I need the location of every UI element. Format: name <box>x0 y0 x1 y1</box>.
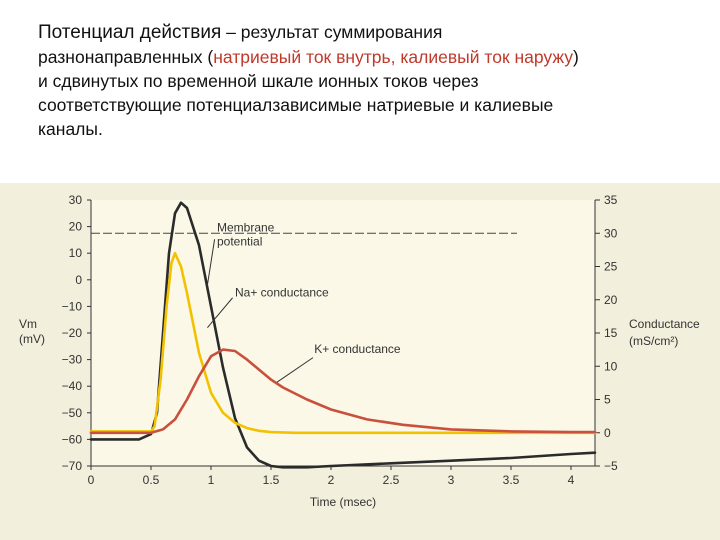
y-left-tick-label: 20 <box>69 220 83 234</box>
slide-k-current: калиевый ток наружу <box>400 47 573 67</box>
y-right-tick-label: 25 <box>604 260 618 274</box>
na-leader <box>207 297 233 329</box>
x-tick-label: 0.5 <box>143 473 160 487</box>
slide-line2-a: разнонаправленных ( <box>38 47 214 67</box>
action-potential-chart: 0 0.5 1 1.5 2 2.5 3 3.5 43020100−10−20−30−40−50−… <box>19 193 700 509</box>
y-left-tick-label: −10 <box>62 299 83 313</box>
y-right-axis-unit: (mS/cm²) <box>629 334 678 348</box>
y-right-tick-label: 30 <box>604 226 618 240</box>
x-tick-label: 2 <box>328 473 335 487</box>
annotation-membrane-2: potential <box>217 234 262 248</box>
slide-title-rest: – результат суммирования <box>221 22 443 42</box>
x-tick-label: 2.5 <box>383 473 400 487</box>
y-left-tick-label: −70 <box>62 459 83 473</box>
x-tick-label: 3.5 <box>503 473 520 487</box>
y-left-tick-label: −40 <box>62 379 83 393</box>
series-line-0 <box>89 201 597 469</box>
x-axis-label: Time (msec) <box>310 495 376 509</box>
y-left-tick-label: −30 <box>62 353 83 367</box>
y-left-tick-label: 30 <box>69 193 83 207</box>
y-right-tick-label: 20 <box>604 293 618 307</box>
y-left-tick-label: −60 <box>62 432 83 446</box>
y-right-tick-label: 35 <box>604 193 618 207</box>
y-right-tick-label: 10 <box>604 359 618 373</box>
annotation-membrane: Membrane <box>217 220 275 234</box>
y-right-tick-label: −5 <box>604 459 618 473</box>
slide-line4: соответствующие потенциалзависимые натри… <box>38 95 554 115</box>
x-tick-label: 4 <box>568 473 575 487</box>
y-right-axis-label: Conductance <box>629 317 700 331</box>
slide-line3: и сдвинутых по временной шкале ионных то… <box>38 71 479 91</box>
y-left-tick-label: 10 <box>69 246 83 260</box>
x-tick-label: 1.5 <box>263 473 280 487</box>
x-tick-label: 3 <box>448 473 455 487</box>
slide-na-current: натриевый ток внутрь, <box>213 47 396 67</box>
y-right-tick-label: 5 <box>604 393 611 407</box>
slide-text: Потенциал действия – результат суммирова… <box>38 20 698 141</box>
slide-line2-b: ) <box>573 47 579 67</box>
k-leader <box>276 357 314 383</box>
y-right-tick-label: 0 <box>604 426 611 440</box>
y-left-tick-label: 0 <box>75 273 82 287</box>
y-left-axis-label: Vm <box>19 317 37 331</box>
x-tick-label: 0 <box>88 473 95 487</box>
slide-line5: каналы. <box>38 119 103 139</box>
y-right-tick-label: 15 <box>604 326 618 340</box>
y-left-tick-label: −50 <box>62 406 83 420</box>
annotation-na: Na+ conductance <box>235 285 329 299</box>
y-left-tick-label: −20 <box>62 326 83 340</box>
series-line-1 <box>89 251 597 435</box>
membrane-leader <box>206 239 216 286</box>
plot-area <box>91 200 595 466</box>
series-line-2 <box>89 348 597 435</box>
slide-title-lead: Потенциал действия <box>38 22 222 43</box>
annotation-k: K+ conductance <box>314 342 401 356</box>
y-left-axis-unit: (mV) <box>19 332 45 346</box>
x-tick-label: 1 <box>208 473 215 487</box>
